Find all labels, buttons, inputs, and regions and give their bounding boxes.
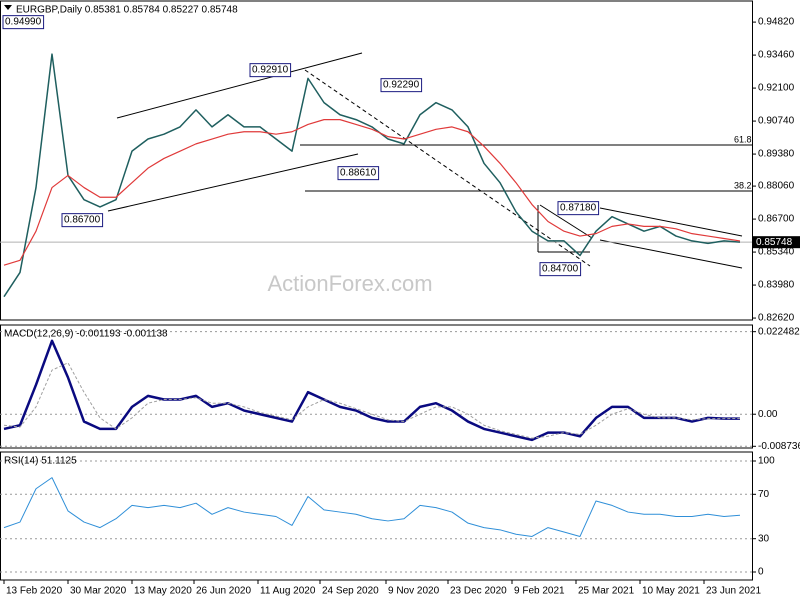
series-line [3,362,741,439]
panel-title: EURGBP,Daily 0.85381 0.85784 0.85227 0.8… [16,5,238,16]
annotation: 38.2 [734,180,752,190]
y-tick-label: 0.022482 [758,326,800,337]
channel-line [599,239,743,269]
last-price-label: 0.85748 [756,237,793,248]
y-tick-label: 0.90740 [758,116,795,127]
series-line [3,339,741,442]
y-tick-label: 0.85340 [758,247,795,258]
x-tick-label: 13 May 2020 [134,586,192,597]
y-tick-label: 0.94820 [758,17,795,28]
annotation: 0.92290 [383,80,420,91]
y-tick-label: 70 [758,489,770,500]
price-frame [0,0,753,321]
y-tick-label: 0.89380 [758,149,795,160]
panel-title: MACD(12,26,9) -0.001193 -0.001138 [4,329,168,340]
drawings [4,5,752,269]
macd-frame [0,324,753,449]
last-price-tag [752,236,800,249]
y-tick-label: 0.00 [758,409,778,420]
x-tick-label: 23 Jun 2021 [706,586,761,597]
y-tick-label: 0.86700 [758,214,795,225]
y-tick-label: 0.88060 [758,181,795,192]
annotation: 0.94990 [5,17,42,28]
x-tick-label: 25 Mar 2021 [578,586,635,597]
x-tick-label: 10 May 2021 [642,586,700,597]
y-tick-label: -0.008736 [758,441,800,452]
y-tick-label: 30 [758,533,770,544]
annotation-box [557,201,600,216]
annotation-box [249,63,292,78]
series-line [3,53,741,298]
x-tick-label: 9 Nov 2020 [388,586,440,597]
x-tick-label: 11 Aug 2020 [260,586,316,597]
x-tick-label: 9 Feb 2021 [514,586,565,597]
annotation-box [539,262,582,277]
series-line [3,477,741,537]
annotation: 0.86700 [64,215,101,226]
y-tick-label: 0.83980 [758,280,795,291]
y-tick-label: 100 [758,456,775,467]
series-line [3,119,741,266]
trend-line [304,69,591,267]
menu-triangle [4,5,12,10]
y-tick-label: 0.93460 [758,50,795,61]
annotation: 0.87180 [560,203,597,214]
x-tick-label: 30 Mar 2020 [70,586,127,597]
annotation: 0.88610 [340,168,377,179]
channel-line [599,207,743,237]
channel-line [116,52,363,119]
annotation: 61.8 [734,134,752,144]
y-tick-label: 0.92100 [758,83,795,94]
annotation: 0.92910 [252,65,289,76]
channel-line [107,153,359,212]
watermark: ActionForex.com [267,271,432,296]
y-tick-label: 0 [758,567,764,578]
annotation-box [2,15,45,30]
annotation: 0.84700 [542,264,579,275]
x-tick-label: 23 Dec 2020 [450,586,507,597]
panel-title: RSI(14) 51.1125 [4,456,77,467]
channel-line [539,204,593,239]
annotation-box [61,213,104,228]
x-tick-label: 13 Feb 2020 [6,586,63,597]
x-tick-label: 26 Jun 2020 [196,586,251,597]
annotation-box [337,166,380,181]
rsi-frame [0,451,753,581]
x-tick-label: 24 Sep 2020 [322,586,379,597]
y-tick-label: 0.82620 [758,313,795,324]
annotation-box [380,78,423,93]
